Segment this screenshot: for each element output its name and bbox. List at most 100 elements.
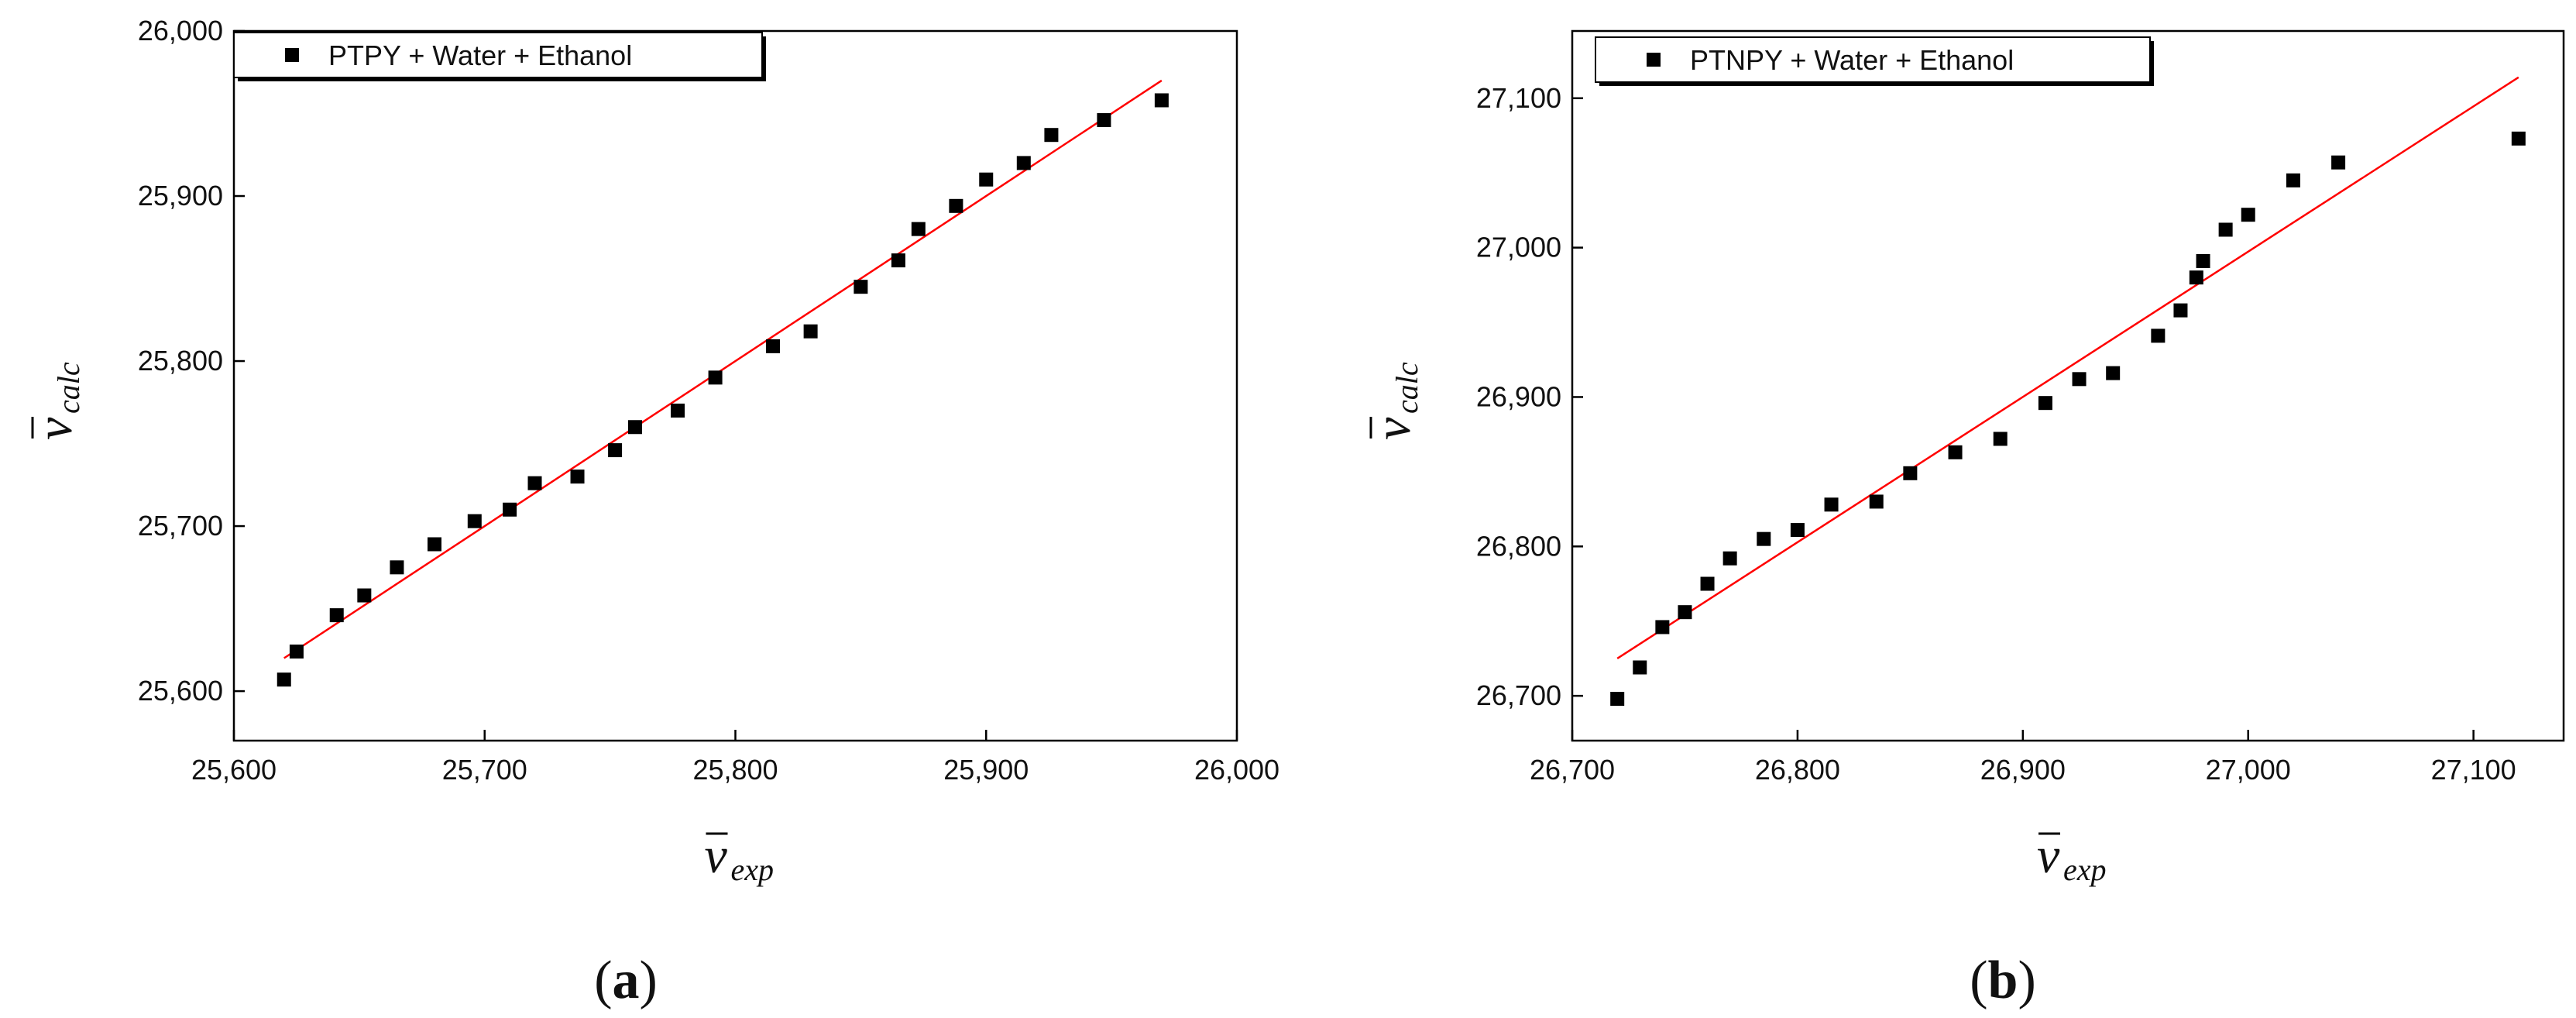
data-point (329, 608, 344, 623)
plot-area (1610, 76, 2526, 707)
data-point (276, 672, 291, 687)
data-point (1678, 605, 1692, 620)
data-point (428, 537, 441, 552)
data-point (1790, 523, 1805, 538)
legend-label: PTPY + Water + Ethanol (328, 40, 632, 71)
x-axis-subscript: exp (731, 852, 775, 887)
x-axis-label: ν exp (2037, 827, 2107, 887)
data-point (2286, 173, 2300, 187)
data-point (1633, 660, 1647, 675)
y-axis-subscript: calc (51, 362, 86, 414)
data-point (2196, 253, 2210, 268)
data-point (1993, 432, 2008, 446)
x-tick-label: 25,800 (692, 754, 778, 786)
x-axis-symbol: ν (2037, 827, 2060, 884)
y-axis-label: ν calc (26, 362, 86, 440)
legend-marker (285, 48, 299, 62)
data-point (570, 469, 585, 484)
panel-label: (a) (594, 951, 658, 1010)
data-point (1154, 93, 1169, 108)
fit-line (1616, 76, 2519, 659)
data-point (527, 476, 542, 490)
data-point (1097, 113, 1111, 128)
panel-letter: b (1988, 951, 2018, 1010)
legend: PTNPY + Water + Ethanol (1595, 36, 2154, 86)
data-point (1700, 576, 1715, 591)
data-point (1722, 551, 1737, 566)
data-point (289, 644, 304, 659)
fit-line (283, 79, 1163, 659)
x-tick-label: 26,900 (1980, 754, 2066, 786)
x-tick-label: 26,800 (1755, 754, 1840, 786)
legend-box (233, 32, 763, 78)
data-point (979, 172, 994, 187)
data-point (390, 560, 404, 575)
data-point (2173, 303, 2188, 318)
legend-label: PTNPY + Water + Ethanol (1690, 44, 2014, 76)
y-tick-label: 26,700 (1476, 679, 1561, 711)
y-tick-label: 25,900 (138, 180, 223, 212)
data-point (671, 403, 685, 418)
data-point (2218, 222, 2233, 237)
y-tick-label: 25,800 (138, 345, 223, 377)
data-point (911, 222, 926, 236)
plot-frame (1571, 29, 2565, 742)
data-point (2106, 366, 2121, 380)
data-point (2151, 328, 2166, 343)
legend: PTPY + Water + Ethanol (233, 32, 766, 81)
data-point (357, 588, 372, 603)
data-point (1757, 531, 1771, 546)
x-tick-label: 25,600 (191, 754, 276, 786)
data-point (2072, 372, 2087, 387)
legend-marker (1647, 53, 1661, 67)
data-point (1903, 466, 1918, 480)
y-tick-label: 26,900 (1476, 380, 1561, 412)
data-point (2038, 396, 2052, 411)
panel-letter: a (613, 951, 640, 1010)
data-point (1044, 128, 1059, 143)
chart-panel-b: 26,700 26,800 26,900 27,000 27,100 26,700 26,8… (1365, 29, 2565, 1010)
x-tick-label: 27,100 (2431, 754, 2516, 786)
x-axis-label: ν exp (705, 827, 775, 887)
y-tick-label: 25,600 (138, 675, 223, 707)
data-point (2511, 131, 2526, 146)
y-tick-label: 26,800 (1476, 530, 1561, 562)
x-tick-label: 26,000 (1194, 754, 1279, 786)
data-point (708, 370, 723, 385)
x-axis-subscript: exp (2063, 852, 2107, 887)
x-tick-label: 25,700 (442, 754, 527, 786)
panel-label: (b) (1970, 951, 2036, 1010)
x-tick-label: 26,700 (1530, 754, 1615, 786)
legend-box (1595, 36, 2151, 83)
data-point (2189, 270, 2203, 285)
data-point (2241, 208, 2255, 222)
data-point (766, 339, 781, 353)
data-point (1824, 497, 1839, 512)
data-point (1869, 494, 1884, 509)
data-point (503, 502, 517, 517)
plot-area (276, 79, 1169, 687)
data-point (949, 198, 963, 213)
data-point (2331, 155, 2346, 170)
data-point (1655, 620, 1670, 635)
y-axis-label: ν calc (1365, 362, 1424, 440)
y-axis-subscript: calc (1389, 362, 1424, 414)
y-tick-label: 27,000 (1476, 232, 1561, 263)
data-point (467, 514, 482, 528)
y-axis-symbol: ν (26, 417, 83, 440)
data-point (803, 324, 818, 339)
data-point (628, 420, 642, 435)
data-point (1948, 445, 1963, 459)
x-tick-label: 25,900 (943, 754, 1029, 786)
data-point (608, 443, 623, 458)
data-point (1016, 156, 1031, 170)
data-point (1610, 692, 1625, 707)
data-point (854, 280, 868, 294)
data-point (891, 253, 905, 268)
y-tick-label: 26,000 (138, 15, 223, 46)
y-tick-label: 25,700 (138, 510, 223, 542)
chart-panel-a: 25,600 25,700 25,800 25,900 26,000 25,600 25,7… (26, 15, 1279, 1010)
y-tick-label: 27,100 (1476, 82, 1561, 114)
